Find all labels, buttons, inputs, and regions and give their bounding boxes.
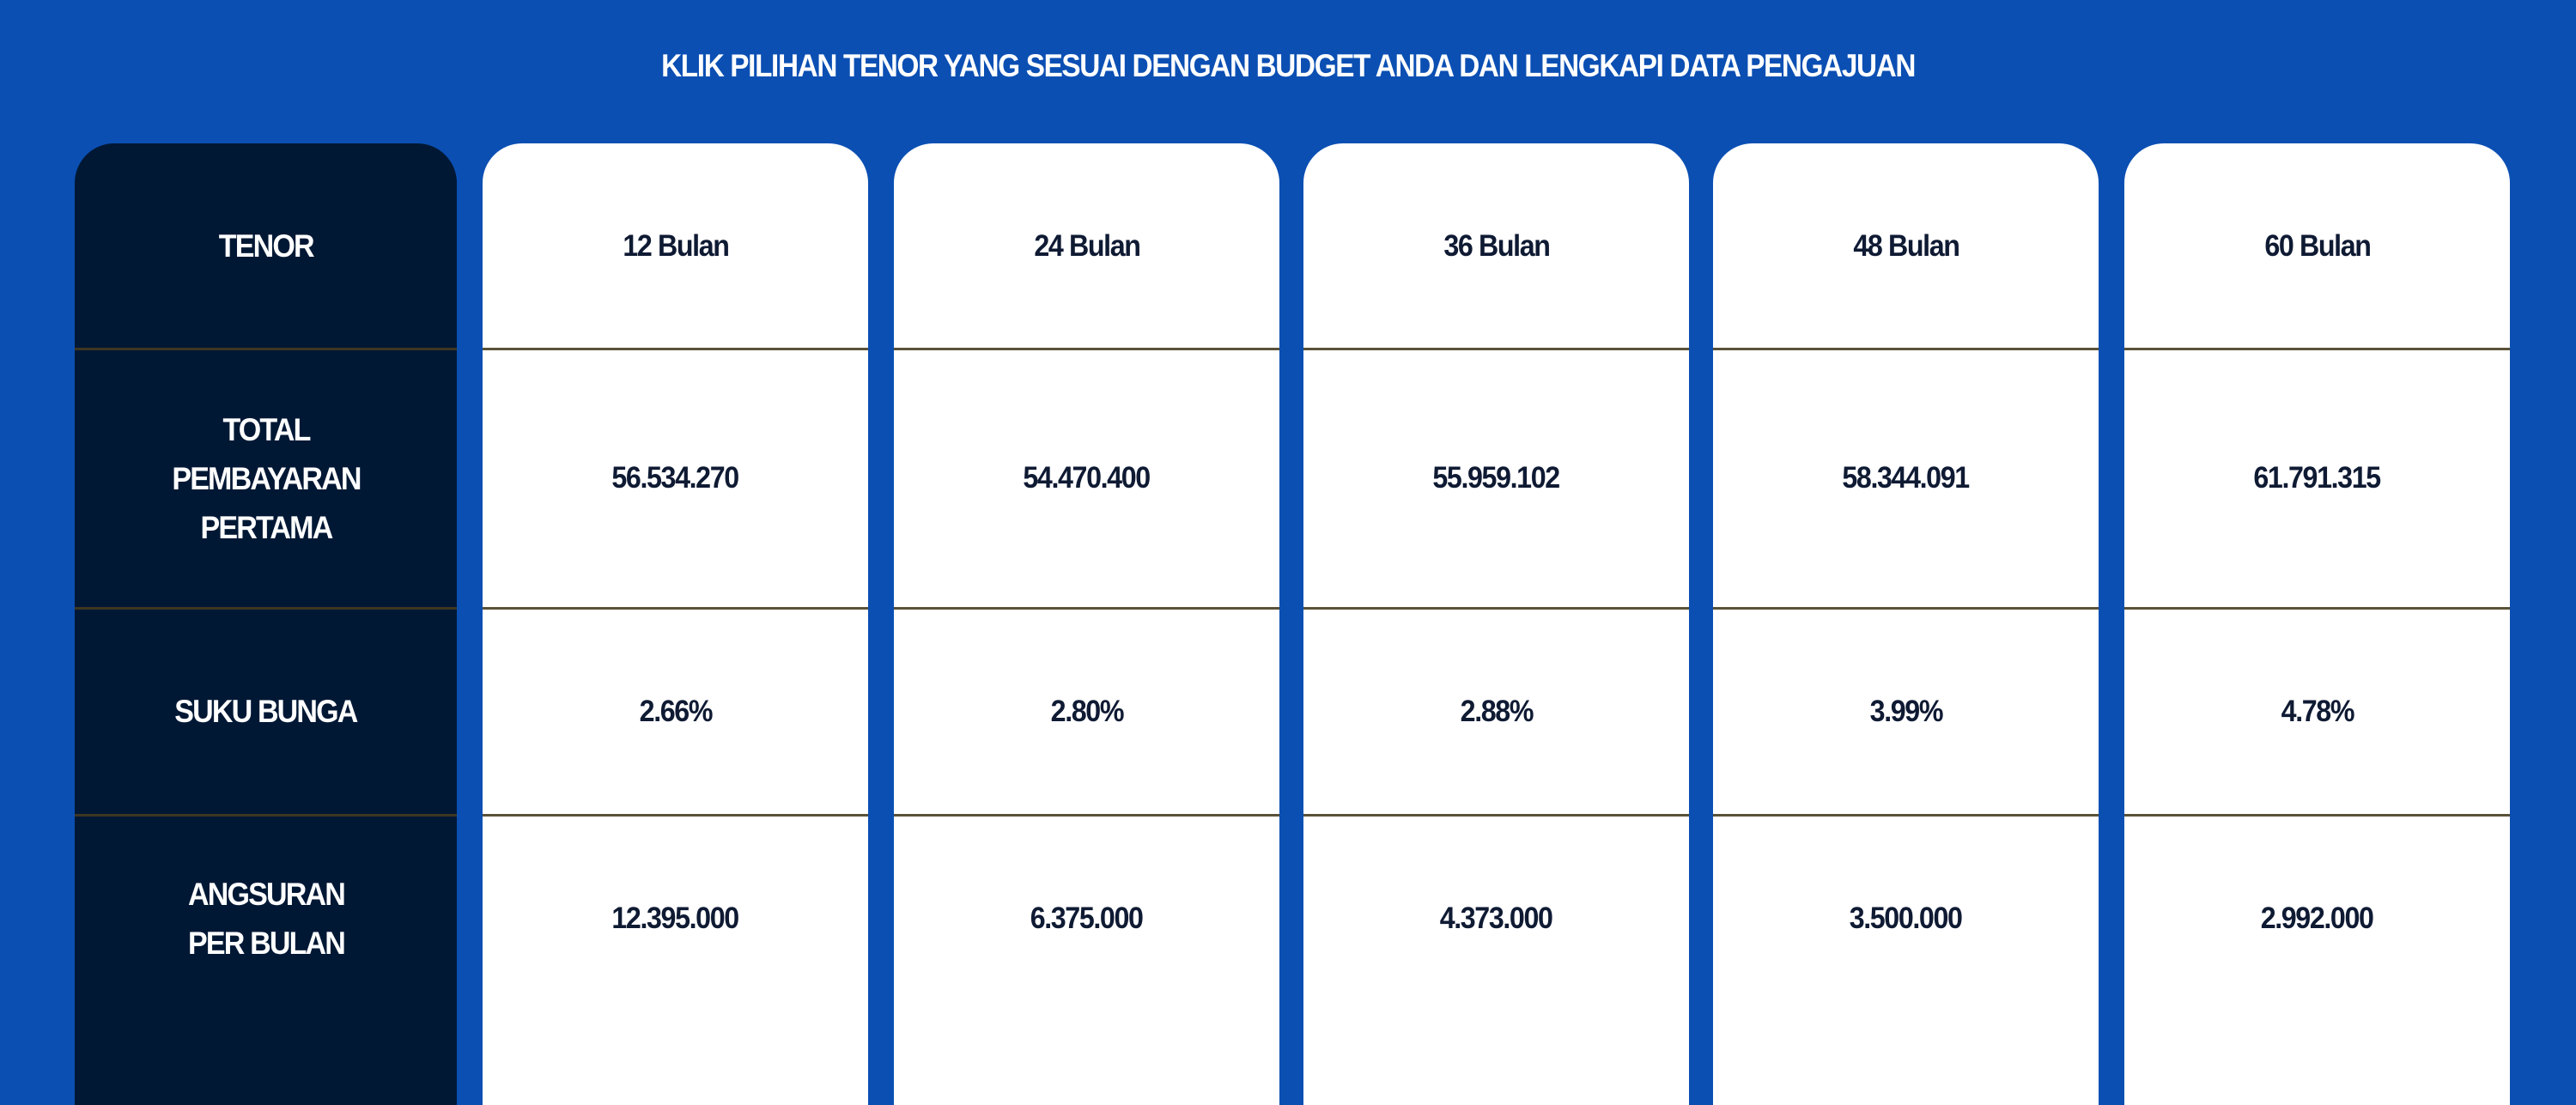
suku-bunga-cell: 2.66% <box>483 608 868 815</box>
angsuran-cell: 6.375.000 <box>894 815 1279 1050</box>
angsuran-value: 3.500.000 <box>1850 902 1963 935</box>
row-divider <box>894 814 1279 817</box>
angsuran-value: 4.373.000 <box>1440 902 1553 935</box>
total-pembayaran-cell: 56.534.270 <box>483 349 868 608</box>
row-divider <box>2124 814 2510 817</box>
row-divider <box>1713 348 2099 350</box>
suku-bunga-value: 2.88% <box>1460 694 1534 728</box>
header: KLIK PILIHAN TENOR YANG SESUAI DENGAN BU… <box>0 45 2576 88</box>
label-angsuran-per-bulan: ANGSURAN PER BULAN <box>187 877 345 961</box>
angsuran-cell: 2.992.000 <box>2124 815 2510 1050</box>
angsuran-value: 12.395.000 <box>611 902 740 935</box>
total-pembayaran-value: 61.791.315 <box>2253 461 2382 495</box>
row-divider <box>75 607 457 610</box>
tenor-value: 36 Bulan <box>1443 228 1551 263</box>
total-pembayaran-value: 55.959.102 <box>1432 461 1561 495</box>
label-cell-total-pembayaran: TOTAL PEMBAYARAN PERTAMA <box>75 349 457 608</box>
row-label-column: TENOR TOTAL PEMBAYARAN PERTAMA SUKU BUNG… <box>75 143 457 1105</box>
row-divider <box>1713 814 2099 817</box>
angsuran-value: 2.992.000 <box>2261 902 2374 935</box>
row-divider <box>483 814 868 817</box>
row-divider <box>2124 607 2510 610</box>
suku-bunga-value: 3.99% <box>1869 694 1943 728</box>
tenor-cell: 24 Bulan <box>894 143 1279 349</box>
suku-bunga-cell: 3.99% <box>1713 608 2099 815</box>
row-divider <box>894 607 1279 610</box>
total-pembayaran-value: 54.470.400 <box>1023 461 1151 495</box>
label-cell-suku-bunga: SUKU BUNGA <box>75 608 457 815</box>
tenor-cell: 36 Bulan <box>1303 143 1689 349</box>
label-total-pembayaran-pertama: TOTAL PEMBAYARAN PERTAMA <box>171 411 361 545</box>
row-divider <box>75 348 457 350</box>
page-title: KLIK PILIHAN TENOR YANG SESUAI DENGAN BU… <box>660 48 1916 83</box>
tenor-option-card-48[interactable]: 48 Bulan 58.344.091 3.99% 3.500.000 <box>1713 143 2099 1105</box>
tenor-option-card-60[interactable]: 60 Bulan 61.791.315 4.78% 2.992.000 <box>2124 143 2510 1105</box>
row-divider <box>75 814 457 817</box>
tenor-option-card-36[interactable]: 36 Bulan 55.959.102 2.88% 4.373.000 <box>1303 143 1689 1105</box>
tenor-cell: 12 Bulan <box>483 143 868 349</box>
suku-bunga-value: 2.66% <box>639 694 713 728</box>
label-cell-tenor: TENOR <box>75 143 457 349</box>
tenor-value: 60 Bulan <box>2263 228 2372 263</box>
angsuran-cell: 3.500.000 <box>1713 815 2099 1050</box>
suku-bunga-value: 2.80% <box>1050 694 1124 728</box>
row-divider <box>1303 348 1689 350</box>
row-divider <box>1303 607 1689 610</box>
row-divider <box>483 607 868 610</box>
label-tenor: TENOR <box>218 228 315 264</box>
row-divider <box>894 348 1279 350</box>
row-divider <box>2124 348 2510 350</box>
tenor-cell: 48 Bulan <box>1713 143 2099 349</box>
suku-bunga-cell: 2.80% <box>894 608 1279 815</box>
label-cell-angsuran: ANGSURAN PER BULAN <box>75 815 457 1050</box>
tenor-option-card-24[interactable]: 24 Bulan 54.470.400 2.80% 6.375.000 <box>894 143 1279 1105</box>
suku-bunga-cell: 4.78% <box>2124 608 2510 815</box>
tenor-value: 12 Bulan <box>622 228 730 263</box>
row-divider <box>1303 814 1689 817</box>
row-divider <box>1713 607 2099 610</box>
total-pembayaran-cell: 55.959.102 <box>1303 349 1689 608</box>
angsuran-cell: 12.395.000 <box>483 815 868 1050</box>
row-divider <box>483 348 868 350</box>
label-suku-bunga: SUKU BUNGA <box>174 694 358 729</box>
angsuran-cell: 4.373.000 <box>1303 815 1689 1050</box>
tenor-value: 24 Bulan <box>1033 228 1141 263</box>
total-pembayaran-cell: 58.344.091 <box>1713 349 2099 608</box>
angsuran-value: 6.375.000 <box>1030 902 1144 935</box>
total-pembayaran-cell: 54.470.400 <box>894 349 1279 608</box>
total-pembayaran-value: 58.344.091 <box>1842 461 1971 495</box>
suku-bunga-cell: 2.88% <box>1303 608 1689 815</box>
suku-bunga-value: 4.78% <box>2281 694 2354 728</box>
tenor-option-card-12[interactable]: 12 Bulan 56.534.270 2.66% 12.395.000 <box>483 143 868 1105</box>
total-pembayaran-value: 56.534.270 <box>611 461 740 495</box>
tenor-cell: 60 Bulan <box>2124 143 2510 349</box>
total-pembayaran-cell: 61.791.315 <box>2124 349 2510 608</box>
tenor-value: 48 Bulan <box>1852 228 1960 263</box>
